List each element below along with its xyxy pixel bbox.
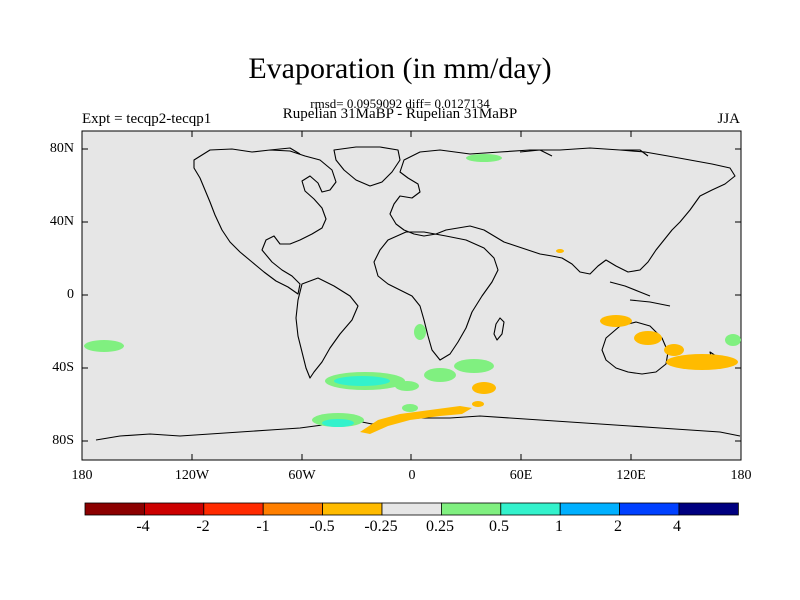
y-tick-label: 40N bbox=[49, 214, 74, 229]
x-tick-label: 120E bbox=[616, 468, 646, 483]
anomaly-patch bbox=[395, 381, 419, 391]
colorbar-label: -0.5 bbox=[309, 518, 335, 535]
anomaly-patch bbox=[424, 368, 456, 382]
x-tick-label: 60W bbox=[288, 468, 316, 483]
colorbar-label: 4 bbox=[673, 518, 681, 535]
colorbar-swatch bbox=[678, 502, 739, 516]
anomaly-patch bbox=[84, 340, 124, 352]
coastline-greenland bbox=[333, 146, 401, 187]
anomaly-patch bbox=[472, 401, 484, 407]
coastline-africa bbox=[373, 231, 499, 361]
colorbar-label: -0.25 bbox=[364, 518, 398, 535]
colorbar-swatch bbox=[559, 502, 621, 516]
x-tick-label: 0 bbox=[408, 468, 416, 483]
anomaly-patch bbox=[414, 324, 426, 340]
colorbar bbox=[84, 502, 739, 516]
anomaly-patch bbox=[454, 359, 494, 373]
season-label: JJA bbox=[717, 111, 740, 127]
anomaly-patch bbox=[322, 419, 354, 427]
anomaly-patch bbox=[634, 331, 662, 345]
colorbar-swatch bbox=[143, 502, 205, 516]
experiment-label: Expt = tecqp2-tecqp1 bbox=[82, 111, 212, 127]
coastline-south-america bbox=[295, 277, 359, 379]
y-tick-label: 80N bbox=[49, 141, 74, 156]
colorbar-label: 0.25 bbox=[426, 518, 454, 535]
colorbar-swatch bbox=[440, 502, 502, 516]
axis-ticks bbox=[81, 131, 742, 460]
x-tick-label: 180 bbox=[730, 468, 752, 483]
anomaly-patch bbox=[664, 344, 684, 356]
coastline-australia bbox=[601, 321, 669, 375]
y-tick-label: 40S bbox=[52, 360, 74, 375]
anomaly-patch bbox=[472, 382, 496, 394]
colorbar-label: 0.5 bbox=[489, 518, 509, 535]
colorbar-swatch bbox=[84, 502, 145, 516]
colorbar-label: -1 bbox=[256, 518, 270, 535]
y-tick-label: 80S bbox=[52, 433, 74, 448]
colorbar-label: 1 bbox=[555, 518, 563, 535]
y-tick-label: 0 bbox=[67, 287, 74, 302]
anomaly-patch bbox=[402, 404, 418, 412]
colorbar-label: -4 bbox=[136, 518, 150, 535]
evaporation-anomalies bbox=[84, 154, 741, 434]
coastlines bbox=[95, 146, 741, 441]
anomaly-patch bbox=[600, 315, 632, 327]
x-tick-label: 120W bbox=[174, 468, 210, 483]
colorbar-swatch bbox=[262, 502, 324, 516]
x-tick-label: 180 bbox=[71, 468, 93, 483]
coastline-indonesia bbox=[609, 281, 671, 307]
coastline-arctic-islands bbox=[269, 147, 649, 157]
stats-line: rmsd= 0.0959092 diff= 0.0127134 bbox=[310, 96, 490, 111]
anomaly-patch bbox=[556, 249, 564, 253]
anomaly-patch bbox=[725, 334, 741, 346]
anomaly-patch bbox=[334, 376, 390, 386]
colorbar-swatch bbox=[619, 502, 680, 516]
colorbar-label: 2 bbox=[614, 518, 622, 535]
coastline-madagascar bbox=[493, 317, 505, 341]
anomaly-patch bbox=[466, 154, 502, 162]
colorbar-swatch bbox=[500, 502, 561, 516]
coastline-eurasia bbox=[389, 147, 736, 275]
map-title: Evaporation (in mm/day) bbox=[248, 52, 552, 85]
colorbar-swatch bbox=[322, 502, 383, 516]
colorbar-swatch bbox=[203, 502, 264, 516]
x-tick-label: 60E bbox=[509, 468, 533, 483]
colorbar-label: -2 bbox=[196, 518, 210, 535]
anomaly-patch bbox=[360, 406, 472, 434]
map-subtitle: Rupelian 31MaBP - Rupelian 31MaBP bbox=[282, 106, 518, 122]
anomaly-patch bbox=[666, 354, 738, 370]
coastline-north-america bbox=[193, 148, 337, 295]
colorbar-swatch bbox=[381, 502, 442, 516]
